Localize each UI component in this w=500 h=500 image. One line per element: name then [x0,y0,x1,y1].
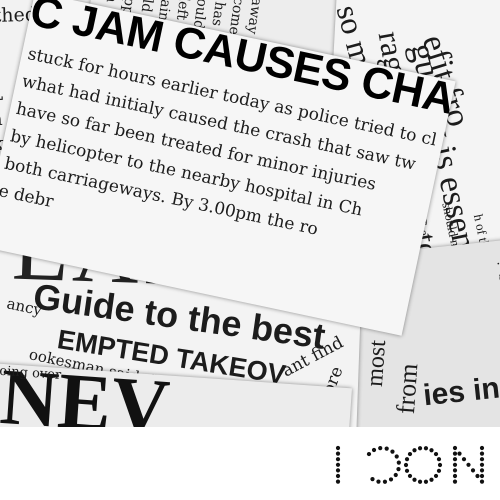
logo-dot [479,451,485,456]
logo-dot [466,462,471,467]
left-line: L [0,82,4,106]
icon-logo [335,445,485,484]
footer-bar [0,427,500,500]
logo-dot [335,445,341,451]
left-line: a [0,107,3,131]
logo-dot [479,457,485,462]
logo-dot [404,468,410,473]
logo-dot [452,479,458,484]
logo-dot [479,462,485,467]
logo-dot [429,448,434,453]
left-line: e [0,57,1,81]
logo-dot [412,477,417,482]
logo-dot [437,462,443,468]
logo-dot [382,479,388,484]
logo-dot [335,473,341,479]
logo-dot [388,477,394,482]
logo-dot [335,462,341,467]
logo-dot [479,479,485,484]
traffic-line: e debr [0,181,56,213]
logo-dot [475,473,480,479]
logo-dot [479,445,485,451]
logo-dot [335,457,341,462]
logo-dot [452,473,458,479]
logo-dot [461,457,467,462]
newspaper-collage: thed a o e L a k s ot n e a seen m ily c… [0,0,500,427]
logo-dot [452,445,458,451]
logo-dot [433,473,439,479]
logo-dot [452,451,458,456]
logo-dot [403,462,409,468]
logo-dot [371,447,377,453]
logo-dot [335,468,341,473]
logo-dot [407,451,413,457]
logo-dot [470,468,476,473]
logo-dot [452,457,458,462]
logo-dot [417,479,423,484]
logo-dot [378,445,383,451]
logo-dot [457,451,462,456]
logo-dot [390,449,395,454]
logo-dot [436,468,442,473]
logo-dot [423,479,429,484]
bottom-right-line: ies in [421,371,500,413]
logo-dot [423,446,429,451]
logo-dot [396,460,401,465]
logo-dot [417,446,423,451]
logo-dot [407,473,413,479]
logo-dot [335,451,341,456]
logo-dot [404,457,410,462]
logo-dot [384,446,389,451]
logo-dot [412,448,417,453]
logo-dot [396,467,401,472]
bottom-right-line: from [390,362,424,415]
logo-dot [452,468,458,473]
logo-dot [335,479,341,484]
logo-dot [452,462,458,467]
bottom-right-line: going [493,245,500,283]
bottom-right-line: most [361,339,392,388]
logo-dot [394,454,399,459]
logo-dot [429,477,434,482]
logo-dot [370,476,375,482]
logo-dot [393,472,398,478]
logo-dot [433,451,439,457]
logo-dot [376,479,381,484]
logo-dot [366,451,372,457]
logo-dot [479,473,485,479]
logo-dot [436,457,442,462]
logo-dots [335,445,485,484]
logo-dot [479,468,485,473]
